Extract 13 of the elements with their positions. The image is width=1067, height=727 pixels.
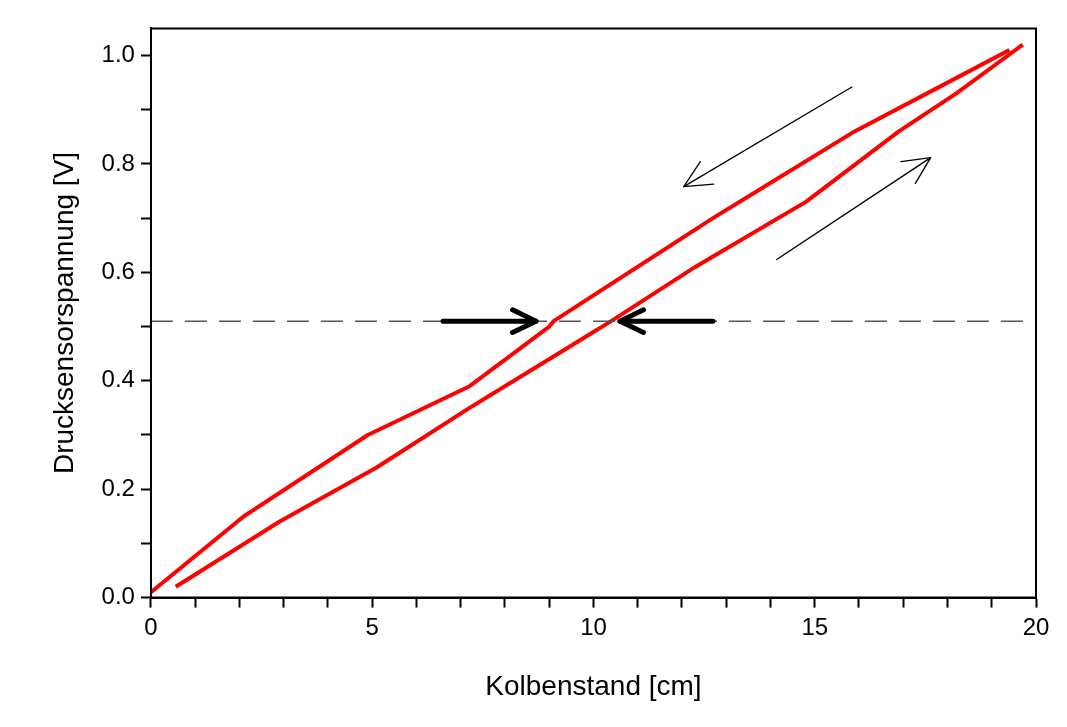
y-tick-label: 1.0 bbox=[101, 40, 135, 68]
y-axis-title: Drucksensorspannung [V] bbox=[47, 151, 79, 475]
y-tick-label: 0.8 bbox=[101, 148, 135, 176]
y-tick-label: 0.4 bbox=[101, 365, 135, 393]
y-tick-label: 0.0 bbox=[101, 582, 135, 610]
x-tick-label: 10 bbox=[580, 612, 607, 640]
x-tick-label: 15 bbox=[801, 612, 829, 640]
x-tick-label: 20 bbox=[1022, 612, 1050, 640]
x-axis-title: Kolbenstand [cm] bbox=[485, 669, 702, 701]
y-tick-label: 0.2 bbox=[101, 473, 135, 501]
x-tick-label: 5 bbox=[365, 612, 379, 640]
y-tick-label: 0.6 bbox=[101, 256, 135, 284]
x-tick-label: 0 bbox=[144, 612, 158, 640]
